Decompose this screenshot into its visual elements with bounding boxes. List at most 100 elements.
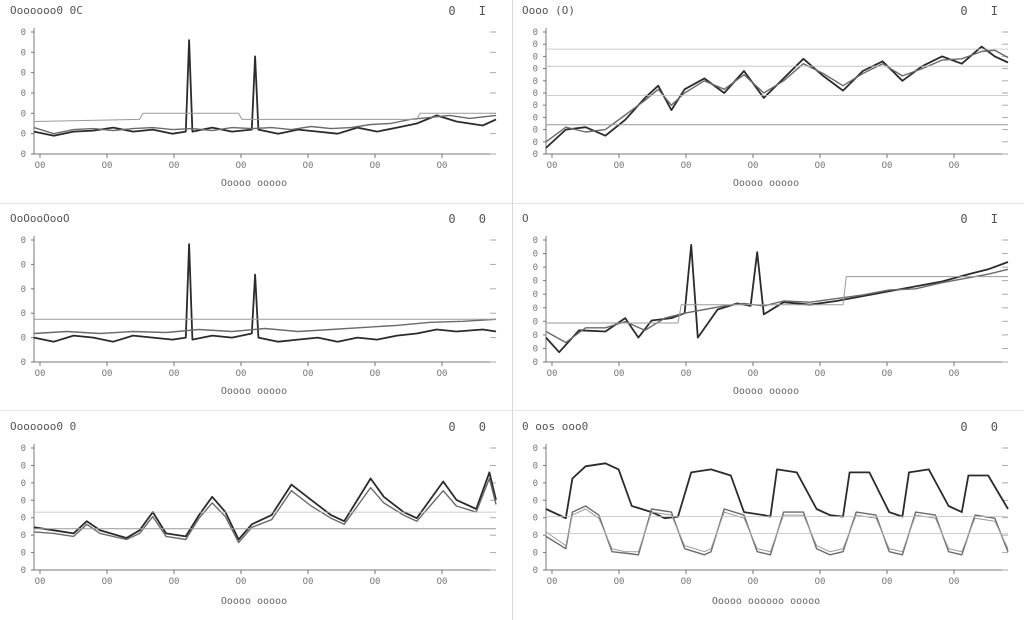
line-chart: 0 0 0 0 0 0 0 O0 O0 O0 O0 O0 O0 O0	[21, 28, 497, 171]
y-tick-label: 0	[533, 514, 538, 524]
panel-controls[interactable]: 0 I	[960, 212, 1006, 226]
y-tick-label: 0	[533, 549, 538, 559]
x-axis-label: Ooooo ooooo	[220, 178, 288, 189]
y-tick-label: 0	[533, 496, 538, 506]
x-tick-label: O0	[949, 577, 960, 587]
panel-title: O	[522, 212, 529, 225]
horizontal-divider-1	[0, 203, 1024, 204]
x-tick-label: O0	[614, 161, 625, 171]
y-tick-label: 0	[21, 109, 26, 119]
x-tick-label: O0	[169, 577, 180, 587]
line-chart: 0 0 0 0 0 0 0 0 0 0 0 O0 O0 O0 O0 O0 O0 O0	[533, 28, 1009, 171]
y-tick-label: 0	[533, 461, 538, 471]
x-tick-label: O0	[815, 577, 826, 587]
x-tick-label: O0	[370, 161, 381, 171]
y-tick-label: 0	[533, 77, 538, 87]
y-tick-label: 0	[533, 317, 538, 327]
x-tick-label: O0	[681, 161, 692, 171]
line-chart: 0 0 0 0 0 0 0 0 O0 O0 O0 O0 O0 O0 O0	[533, 444, 1009, 587]
y-tick-label: 0	[533, 277, 538, 287]
y-tick-label: 0	[21, 48, 26, 58]
y-tick-label: 0	[533, 479, 538, 489]
panel-title: OoOooOooO	[10, 212, 70, 225]
x-tick-label: O0	[102, 369, 113, 379]
x-tick-label: O0	[614, 577, 625, 587]
chart-panel-1: Ooooooo0 0C 0 I 0 0 0 0 0 0 0 O0 O0 O0 O0 O0 O0 O0 Oo…	[4, 2, 504, 202]
x-tick-label: O0	[303, 577, 314, 587]
y-tick-label: 0	[533, 331, 538, 341]
y-tick-label: 0	[533, 126, 538, 136]
x-tick-label: O0	[370, 577, 381, 587]
x-tick-label: O0	[236, 577, 247, 587]
x-tick-label: O0	[169, 161, 180, 171]
y-tick-label: 0	[21, 479, 26, 489]
x-tick-label: O0	[882, 161, 893, 171]
x-axis-label: Ooooo ooooo	[220, 386, 288, 397]
chart-panel-2: Oooo (O) 0 I 0 0 0 0 0 0 0 0 0 0 0 O0 O0 O0 O0 O0 O0 O0 O…	[516, 2, 1016, 202]
panel-controls[interactable]: 0 I	[448, 4, 494, 18]
line-chart: 0 0 0 0 0 0 O0 O0 O0 O0 O0 O0 O0	[21, 236, 497, 379]
y-tick-label: 0	[533, 304, 538, 314]
y-tick-label: 0	[533, 150, 538, 160]
panel-title: 0 oos ooo0	[522, 420, 589, 433]
y-tick-label: 0	[533, 138, 538, 148]
y-tick-label: 0	[21, 461, 26, 471]
y-tick-label: 0	[21, 236, 26, 246]
panel-controls[interactable]: 0 I	[960, 4, 1006, 18]
y-tick-label: 0	[21, 496, 26, 506]
panel-controls[interactable]: 0 0	[448, 420, 494, 434]
x-tick-label: O0	[815, 369, 826, 379]
x-tick-label: O0	[437, 369, 448, 379]
chart-panel-5: Ooooooo0 0 0 0 0 0 0 0 0 0 0 0 O0 O0 O0 O0 O0 O0 O0 Oo…	[4, 418, 504, 618]
series-line-3	[546, 276, 1008, 324]
series-line-1	[33, 471, 497, 541]
x-tick-label: O0	[547, 369, 558, 379]
x-axis-label: Ooooo oooooo ooooo	[711, 596, 821, 607]
x-tick-label: O0	[102, 161, 113, 171]
x-tick-label: O0	[370, 369, 381, 379]
y-tick-label: 0	[21, 285, 26, 295]
y-tick-label: 0	[533, 28, 538, 38]
series-line-2	[33, 318, 497, 335]
y-tick-label: 0	[533, 52, 538, 62]
x-tick-label: O0	[748, 577, 759, 587]
x-tick-label: O0	[547, 161, 558, 171]
x-tick-label: O0	[614, 369, 625, 379]
y-tick-label: 0	[533, 444, 538, 454]
y-tick-label: 0	[21, 514, 26, 524]
y-tick-label: 0	[533, 263, 538, 273]
x-tick-label: O0	[882, 369, 893, 379]
y-tick-label: 0	[21, 130, 26, 140]
vertical-divider	[512, 0, 513, 620]
x-axis-label: Ooooo ooooo	[220, 596, 288, 607]
panel-title: Oooo (O)	[522, 4, 575, 17]
y-tick-label: 0	[533, 89, 538, 99]
y-tick-label: 0	[21, 150, 26, 160]
series-line-3	[545, 508, 1009, 553]
horizontal-divider-2	[0, 410, 1024, 411]
x-tick-label: O0	[35, 369, 46, 379]
x-tick-label: O0	[303, 161, 314, 171]
series-line-2	[545, 505, 1009, 556]
x-tick-label: O0	[303, 369, 314, 379]
x-tick-label: O0	[547, 577, 558, 587]
line-chart: 0 0 0 0 0 0 0 0 0 0 O0 O0 O0 O0 O0 O0 O0	[533, 236, 1009, 379]
series-line-2	[33, 477, 497, 544]
series-line-1	[545, 244, 1009, 354]
panel-controls[interactable]: 0 0	[448, 212, 494, 226]
x-tick-label: O0	[102, 577, 113, 587]
chart-panel-3: OoOooOooO 0 0 0 0 0 0 0 0 O0 O0 O0 O0 O0 O0 O0 Ooooo…	[4, 210, 504, 410]
x-tick-label: O0	[748, 161, 759, 171]
panel-controls[interactable]: 0 0	[960, 420, 1006, 434]
series-line-2	[545, 49, 1009, 143]
x-tick-label: O0	[437, 577, 448, 587]
y-tick-label: 0	[533, 344, 538, 354]
x-axis-label: Ooooo ooooo	[732, 386, 800, 397]
y-tick-label: 0	[533, 250, 538, 260]
y-tick-label: 0	[533, 236, 538, 246]
y-tick-label: 0	[533, 566, 538, 576]
y-tick-label: 0	[21, 28, 26, 38]
y-tick-label: 0	[533, 113, 538, 123]
y-tick-label: 0	[21, 334, 26, 344]
y-tick-label: 0	[21, 566, 26, 576]
